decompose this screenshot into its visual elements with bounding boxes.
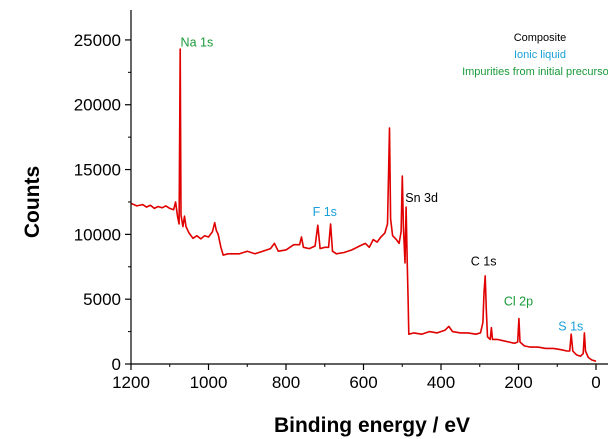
peak-label: F 1s [313, 205, 337, 219]
y-tick-label: 0 [112, 355, 121, 374]
legend: Composite Ionic liquid Impurities from ini… [462, 32, 608, 78]
y-tick-label: 20000 [74, 96, 121, 115]
peak-label: Na 1s [181, 35, 214, 49]
annotations: Na 1s F 1s Sn 3d C 1s Cl 2p S 1s [181, 35, 584, 333]
x-tick-label: 1000 [190, 373, 228, 392]
x-tick-label: 600 [349, 373, 377, 392]
plot-area [130, 48, 597, 363]
peak-label: Sn 3d [405, 191, 438, 205]
spectrum-line [130, 48, 597, 363]
x-tick-label: 800 [272, 373, 300, 392]
x-tick-label: 200 [504, 373, 532, 392]
y-tick-label: 25000 [74, 31, 121, 50]
peak-label: Cl 2p [504, 295, 533, 309]
legend-entry: Composite [514, 32, 567, 44]
legend-entry: Ionic liquid [514, 49, 566, 61]
y-axis-title: Counts [21, 166, 44, 238]
peak-label: C 1s [471, 254, 497, 268]
legend-entry: Impurities from initial precursors [462, 66, 608, 78]
y-tick-label: 10000 [74, 225, 121, 244]
x-tick-label: 400 [427, 373, 455, 392]
axes: 0 5000 10000 15000 20000 25000 1200 1000 800 600 4… [74, 10, 608, 392]
x-tick-label: 0 [591, 373, 600, 392]
x-axis-title: Binding energy / eV [274, 414, 470, 437]
y-tick-label: 5000 [83, 290, 121, 309]
y-tick-label: 15000 [74, 161, 121, 180]
peak-label: S 1s [558, 319, 583, 333]
x-tick-label: 1200 [112, 373, 150, 392]
